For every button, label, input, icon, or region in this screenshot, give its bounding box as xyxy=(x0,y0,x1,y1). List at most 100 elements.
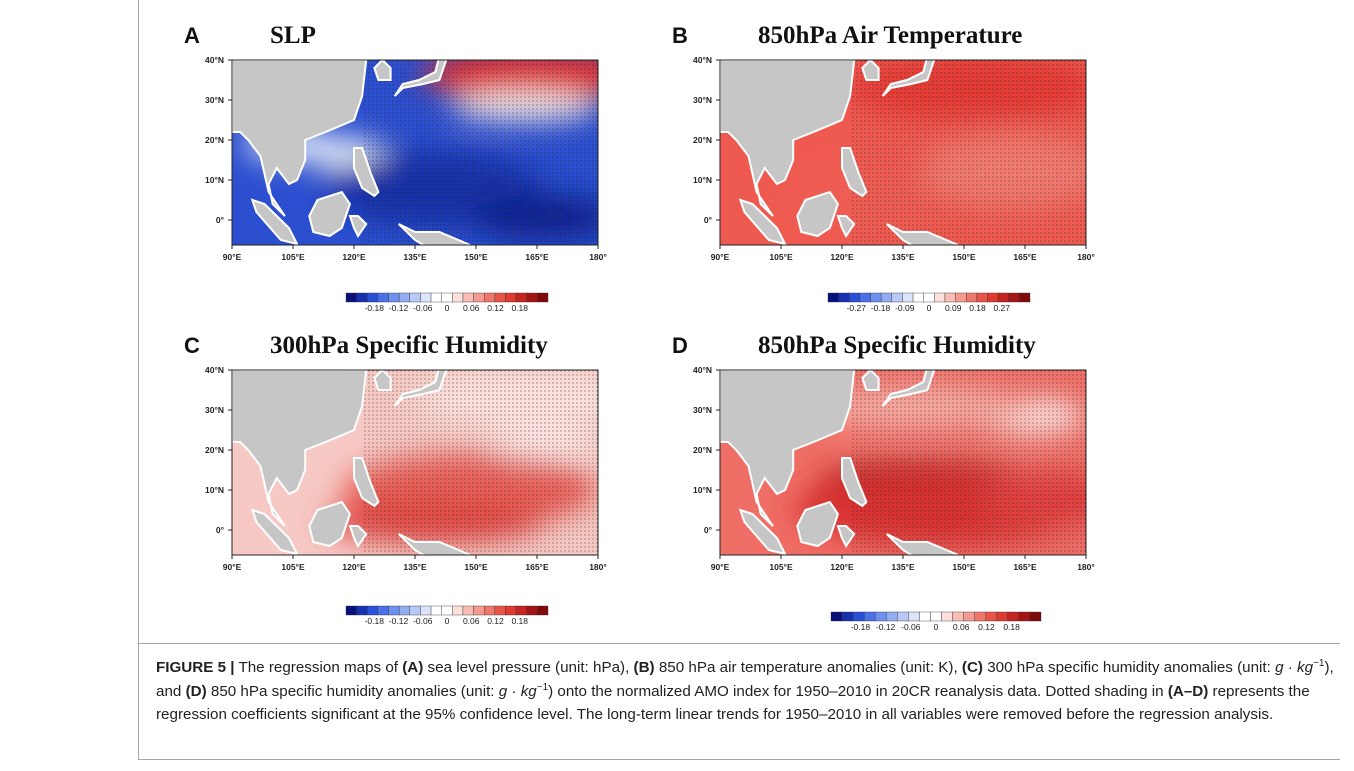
colorbar-cell xyxy=(494,292,506,303)
lon-label: 135°E xyxy=(403,252,427,262)
colorbar-label: -0.06 xyxy=(413,303,433,313)
colorbar-cell xyxy=(976,292,988,303)
colorbar-cell xyxy=(886,611,898,622)
colorbar-cell xyxy=(952,611,964,622)
lon-label: 150°E xyxy=(952,562,976,572)
land xyxy=(886,533,961,555)
panel-letter: C xyxy=(184,333,200,358)
caption-text: (A) xyxy=(402,659,424,676)
map: 40°N 30°N 20°N 10°N 0° 90°E 105°E 120°E 135°E 150… xyxy=(693,365,1095,572)
caption-text: (B) xyxy=(633,659,655,676)
lat-label: 0° xyxy=(216,525,225,535)
colorbar-cell xyxy=(345,605,357,616)
colorbar-label: -0.18 xyxy=(365,303,385,313)
field xyxy=(232,370,598,555)
colorbar: -0.18 -0.12 -0.06 0 0.06 0.12 0.18 xyxy=(830,611,1042,632)
colorbar-cell xyxy=(356,292,368,303)
colorbar-cell xyxy=(859,292,871,303)
map: 40°N 30°N 20°N 10°N 0° 90°E 105°E 120°E 135°E 150… xyxy=(693,55,1095,262)
colorbar-cell xyxy=(367,292,379,303)
colorbar-cell xyxy=(409,292,421,303)
colorbar-label: -0.18 xyxy=(365,616,385,626)
lat-label: 40°N xyxy=(205,365,224,375)
panel: B 850hPa Air Temperature 40°N 30°N 20°N 10°N 0… xyxy=(672,22,1095,313)
colorbar-cell xyxy=(526,292,538,303)
lon-label: 150°E xyxy=(464,562,488,572)
lon-label: 180° xyxy=(1077,562,1095,572)
field xyxy=(720,370,1086,555)
colorbar-cell xyxy=(1019,292,1031,303)
colorbar-cell xyxy=(398,605,410,616)
colorbar-label: 0.12 xyxy=(487,616,504,626)
land xyxy=(250,198,299,245)
colorbar-cell xyxy=(919,611,931,622)
lon-label: 105°E xyxy=(281,252,305,262)
land xyxy=(348,215,368,238)
land xyxy=(398,223,473,245)
colorbar-cell xyxy=(367,605,379,616)
lon-label: 165°E xyxy=(525,562,549,572)
colorbar-cell xyxy=(345,292,357,303)
colorbar-label: -0.18 xyxy=(871,303,891,313)
colorbar-cell xyxy=(997,292,1009,303)
caption-text: 300 hPa specific humidity anomalies (uni… xyxy=(983,659,1276,676)
lon-label: 180° xyxy=(589,562,607,572)
colorbar-label: -0.27 xyxy=(847,303,867,313)
caption-text: (D) xyxy=(185,682,207,700)
colorbar-cell xyxy=(1029,611,1042,622)
caption-text: FIGURE 5 | xyxy=(156,659,235,676)
land xyxy=(796,500,840,548)
colorbar-label: 0.18 xyxy=(969,303,986,313)
colorbar-label: 0.06 xyxy=(953,622,970,632)
colorbar-label: 0.12 xyxy=(978,622,995,632)
colorbar-cell xyxy=(388,292,400,303)
colorbar-cell xyxy=(356,605,368,616)
colorbar-cell xyxy=(996,611,1009,622)
colorbar-cell xyxy=(526,605,538,616)
caption: FIGURE 5 | The regression maps of (A) se… xyxy=(156,656,1336,727)
lon-label: 90°E xyxy=(223,252,242,262)
colorbar-cell xyxy=(930,611,942,622)
colorbar-cell xyxy=(377,292,389,303)
lat-label: 20°N xyxy=(693,135,712,145)
colorbar-cell xyxy=(388,605,400,616)
colorbar-label: 0 xyxy=(927,303,932,313)
land xyxy=(886,223,961,245)
panel-title: 850hPa Air Temperature xyxy=(758,22,1022,49)
lat-label: 10°N xyxy=(205,485,224,495)
lat-label: 10°N xyxy=(693,175,712,185)
land xyxy=(250,508,299,555)
land xyxy=(720,60,856,217)
land xyxy=(398,533,473,555)
colorbar-cell xyxy=(484,605,496,616)
colorbar-cell xyxy=(420,605,432,616)
colorbar-cell xyxy=(398,292,410,303)
colorbar-label: 0.18 xyxy=(511,616,528,626)
lon-label: 105°E xyxy=(769,562,793,572)
land xyxy=(353,147,380,198)
colorbar-cell xyxy=(1007,611,1020,622)
colorbar-cell xyxy=(515,605,527,616)
colorbar-cell xyxy=(830,611,843,622)
lat-label: 40°N xyxy=(205,55,224,65)
lat-label: 20°N xyxy=(205,445,224,455)
lon-label: 180° xyxy=(1077,252,1095,262)
colorbar-label: -0.06 xyxy=(901,622,921,632)
colorbar-label: 0.06 xyxy=(463,616,480,626)
panel: D 850hPa Specific Humidity 40°N 30°N 20°N 10°… xyxy=(672,332,1095,632)
colorbar-cell xyxy=(494,605,506,616)
colorbar-cell xyxy=(430,292,442,303)
field xyxy=(232,60,598,245)
colorbar-label: -0.06 xyxy=(413,616,433,626)
lon-label: 120°E xyxy=(830,252,854,262)
caption-text: ) onto the normalized AMO index for 1950… xyxy=(548,682,1168,700)
lat-label: 30°N xyxy=(693,95,712,105)
land xyxy=(861,370,880,391)
colorbar-cell xyxy=(974,611,986,622)
land xyxy=(836,525,856,548)
colorbar-label: -0.09 xyxy=(895,303,915,313)
colorbar-label: 0.18 xyxy=(1003,622,1020,632)
caption-text: represents the regression coefficients s… xyxy=(156,682,1310,724)
land xyxy=(353,457,380,508)
colorbar: -0.18 -0.12 -0.06 0 0.06 0.12 0.18 xyxy=(345,605,549,626)
